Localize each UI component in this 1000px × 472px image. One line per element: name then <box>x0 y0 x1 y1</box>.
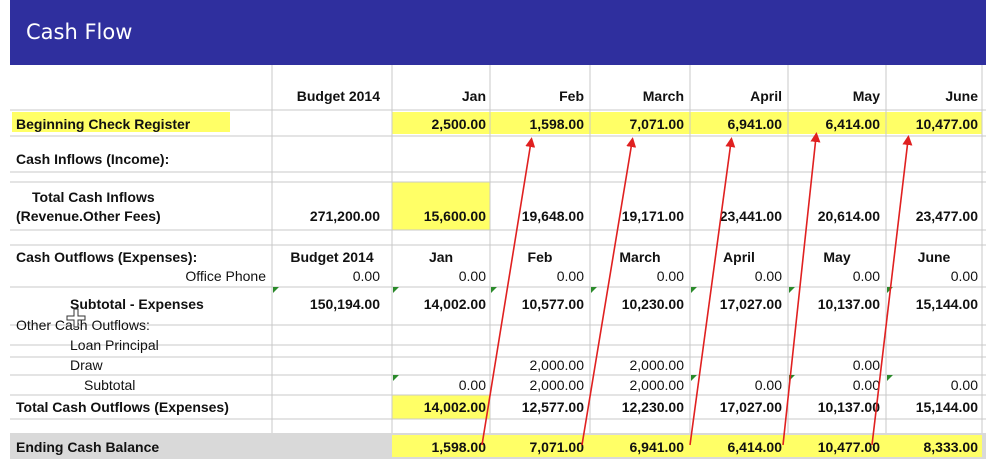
other-subtotal-jan: 0.00 <box>458 377 486 393</box>
col-header-budget: Budget 2014 <box>296 88 380 104</box>
col-header-april: April <box>750 88 782 104</box>
phone-budget: 0.00 <box>352 268 380 284</box>
row-label-inflows: Cash Inflows (Income): <box>16 151 170 167</box>
subtotal-april: 17,027.00 <box>719 296 782 312</box>
ending-april: 6,414.00 <box>727 439 783 455</box>
col-header-feb: Feb <box>559 88 584 104</box>
total-outflows-may: 10,137.00 <box>817 399 880 415</box>
subtotal-jan: 14,002.00 <box>423 296 486 312</box>
outflows-col-feb: Feb <box>527 249 553 265</box>
ending-june: 8,333.00 <box>923 439 979 455</box>
row-label-draw: Draw <box>70 357 103 373</box>
total-outflows-april: 17,027.00 <box>719 399 782 415</box>
phone-june: 0.00 <box>950 268 978 284</box>
outflows-col-march: March <box>619 249 661 265</box>
row-label-total-inflows-1: Total Cash Inflows <box>32 189 155 205</box>
beginning-may: 6,414.00 <box>825 116 881 132</box>
inflows-may: 20,614.00 <box>817 208 880 224</box>
ending-may: 10,477.00 <box>817 439 880 455</box>
beginning-feb: 1,598.00 <box>529 116 585 132</box>
ending-jan: 1,598.00 <box>431 439 487 455</box>
row-label-beginning: Beginning Check Register <box>16 116 191 132</box>
outflows-col-june: June <box>917 249 951 265</box>
row-label-subtotal-expenses: Subtotal - Expenses <box>70 296 204 312</box>
col-header-june: June <box>945 88 978 104</box>
total-outflows-jan: 14,002.00 <box>423 399 486 415</box>
col-header-may: May <box>852 88 880 104</box>
beginning-march: 7,071.00 <box>629 116 685 132</box>
title-bar: Cash Flow <box>10 0 986 65</box>
highlight-ending-row <box>392 435 982 457</box>
total-outflows-march: 12,230.00 <box>621 399 684 415</box>
inflows-feb: 19,648.00 <box>521 208 584 224</box>
row-label-total-inflows-2: (Revenue.Other Fees) <box>16 208 161 224</box>
inflows-june: 23,477.00 <box>915 208 978 224</box>
highlight-inflow-jan <box>392 182 490 230</box>
draw-may: 0.00 <box>852 357 880 373</box>
subtotal-may: 10,137.00 <box>817 296 880 312</box>
inflows-march: 19,171.00 <box>621 208 684 224</box>
row-label-other-outflows: Other Cash Outflows: <box>16 317 150 333</box>
outflows-col-jan: Jan <box>428 249 454 265</box>
beginning-jan: 2,500.00 <box>431 116 487 132</box>
highlight-beginning-row <box>392 112 982 134</box>
phone-march: 0.00 <box>656 268 684 284</box>
inflows-budget: 271,200.00 <box>309 208 380 224</box>
highlight-beginning-label <box>12 112 230 132</box>
subtotal-june: 15,144.00 <box>915 296 978 312</box>
ending-feb: 7,071.00 <box>529 439 585 455</box>
phone-may: 0.00 <box>852 268 880 284</box>
row-label-outflows: Cash Outflows (Expenses): <box>16 249 198 265</box>
other-subtotal-june: 0.00 <box>950 377 978 393</box>
draw-march: 2,000.00 <box>629 357 685 373</box>
subtotal-march: 10,230.00 <box>621 296 684 312</box>
ending-march: 6,941.00 <box>629 439 685 455</box>
subtotal-feb: 10,577.00 <box>521 296 584 312</box>
page-title: Cash Flow <box>26 20 133 44</box>
subtotal-budget: 150,194.00 <box>309 296 380 312</box>
crosshair-cursor-icon <box>66 308 86 328</box>
total-outflows-june: 15,144.00 <box>915 399 978 415</box>
row-label-other-subtotal: Subtotal <box>84 377 136 393</box>
beginning-june: 10,477.00 <box>915 116 978 132</box>
total-outflows-feb: 12,577.00 <box>521 399 584 415</box>
beginning-april: 6,941.00 <box>727 116 783 132</box>
row-label-office-phone: Office Phone <box>185 268 266 284</box>
phone-feb: 0.00 <box>556 268 584 284</box>
inflows-april: 23,441.00 <box>719 208 782 224</box>
phone-jan: 0.00 <box>458 268 486 284</box>
col-header-march: March <box>642 88 684 104</box>
other-subtotal-march: 2,000.00 <box>629 377 685 393</box>
inflows-jan: 15,600.00 <box>423 208 486 224</box>
draw-feb: 2,000.00 <box>529 357 585 373</box>
row-label-total-outflows: Total Cash Outflows (Expenses) <box>16 399 229 415</box>
spreadsheet: Budget 2014 Jan Feb March April May June… <box>10 65 986 465</box>
other-subtotal-may: 0.00 <box>852 377 880 393</box>
row-label-loan-principal: Loan Principal <box>70 337 159 353</box>
outflows-col-budget: Budget 2014 <box>290 249 374 265</box>
row-label-ending: Ending Cash Balance <box>16 439 160 455</box>
col-header-jan: Jan <box>461 88 486 104</box>
other-subtotal-feb: 2,000.00 <box>529 377 585 393</box>
other-subtotal-april: 0.00 <box>754 377 782 393</box>
highlight-total-outflow-jan <box>392 395 490 419</box>
outflows-col-may: May <box>823 249 851 265</box>
outflows-col-april: April <box>723 249 755 265</box>
phone-april: 0.00 <box>754 268 782 284</box>
